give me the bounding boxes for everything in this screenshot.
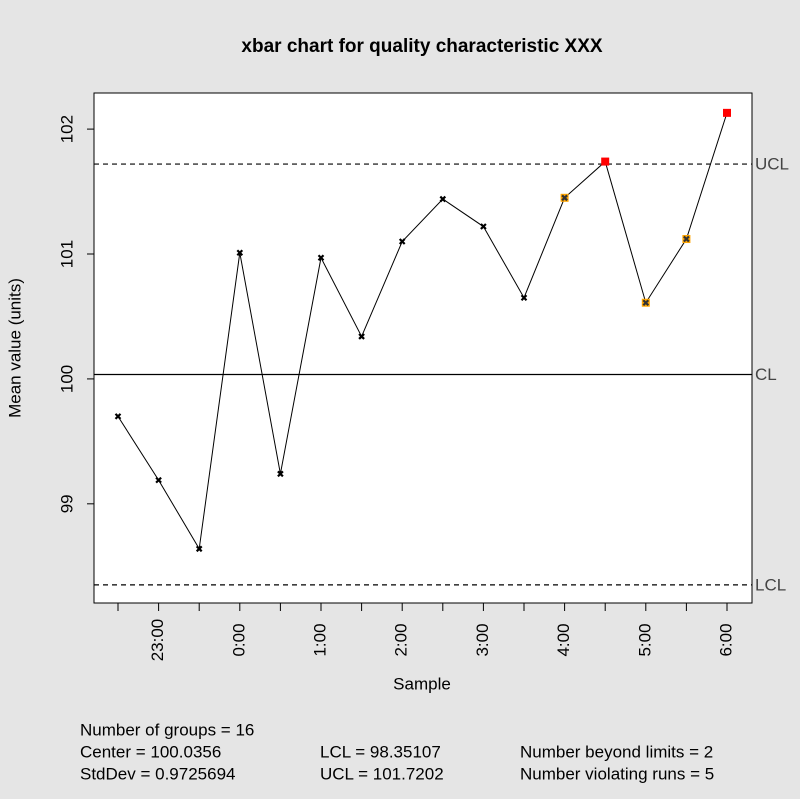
point-cross <box>520 294 528 302</box>
point-cross <box>398 238 406 245</box>
data-point <box>317 254 325 262</box>
data-point <box>439 195 447 203</box>
x-tick-label: 6:00 <box>716 623 735 656</box>
data-point <box>601 157 610 166</box>
data-point <box>358 333 365 340</box>
y-tick-label: 102 <box>57 115 76 143</box>
x-tick-label: 23:00 <box>148 619 167 662</box>
stat-text: UCL = 101.7202 <box>320 764 444 783</box>
data-point <box>236 249 244 257</box>
point-cross <box>439 195 447 203</box>
y-tick-label: 100 <box>57 365 76 393</box>
stat-text: StdDev = 0.9725694 <box>80 764 235 783</box>
x-tick-label: 4:00 <box>554 623 573 656</box>
stat-text: Number of groups = 16 <box>80 720 254 739</box>
data-point <box>682 235 691 244</box>
point-cross <box>642 299 650 306</box>
point-cross <box>236 249 244 257</box>
data-point <box>398 238 406 245</box>
stat-text: LCL = 98.35107 <box>320 742 441 761</box>
point-cross <box>317 254 325 262</box>
x-tick-label: 5:00 <box>635 623 654 656</box>
stat-text: Number violating runs = 5 <box>520 764 714 783</box>
x-tick-label: 3:00 <box>473 623 492 656</box>
limit-label: UCL <box>755 155 789 174</box>
y-tick-label: 101 <box>57 240 76 268</box>
chart-title: xbar chart for quality characteristic XX… <box>241 36 602 57</box>
data-point <box>641 298 650 307</box>
data-point <box>114 413 122 420</box>
data-point <box>155 476 162 484</box>
point-cross <box>195 545 203 553</box>
data-point <box>195 545 203 553</box>
data-point <box>723 108 731 117</box>
point-cross <box>723 109 731 117</box>
stat-text: Center = 100.0356 <box>80 742 221 761</box>
data-point <box>520 294 528 302</box>
y-tick-label: 99 <box>57 494 76 513</box>
stat-text: Number beyond limits = 2 <box>520 742 713 761</box>
data-point <box>560 193 569 202</box>
point-cross <box>561 194 568 202</box>
point-cross <box>480 223 487 230</box>
x-tick-label: 2:00 <box>392 623 411 656</box>
plot-area <box>93 92 753 604</box>
data-point <box>480 223 487 230</box>
x-tick-label: 0:00 <box>229 623 248 656</box>
point-cross <box>114 413 122 420</box>
point-cross <box>277 470 284 478</box>
limit-label: CL <box>755 365 777 384</box>
data-point <box>277 470 284 478</box>
x-tick-label: 1:00 <box>310 623 329 656</box>
x-axis-label: Sample <box>393 674 451 693</box>
point-cross <box>601 158 609 165</box>
y-axis-label: Mean value (units) <box>5 278 24 418</box>
limit-label: LCL <box>755 575 786 594</box>
series-line <box>117 112 728 551</box>
point-cross <box>155 476 162 484</box>
point-cross <box>358 333 365 340</box>
point-cross <box>683 235 690 243</box>
